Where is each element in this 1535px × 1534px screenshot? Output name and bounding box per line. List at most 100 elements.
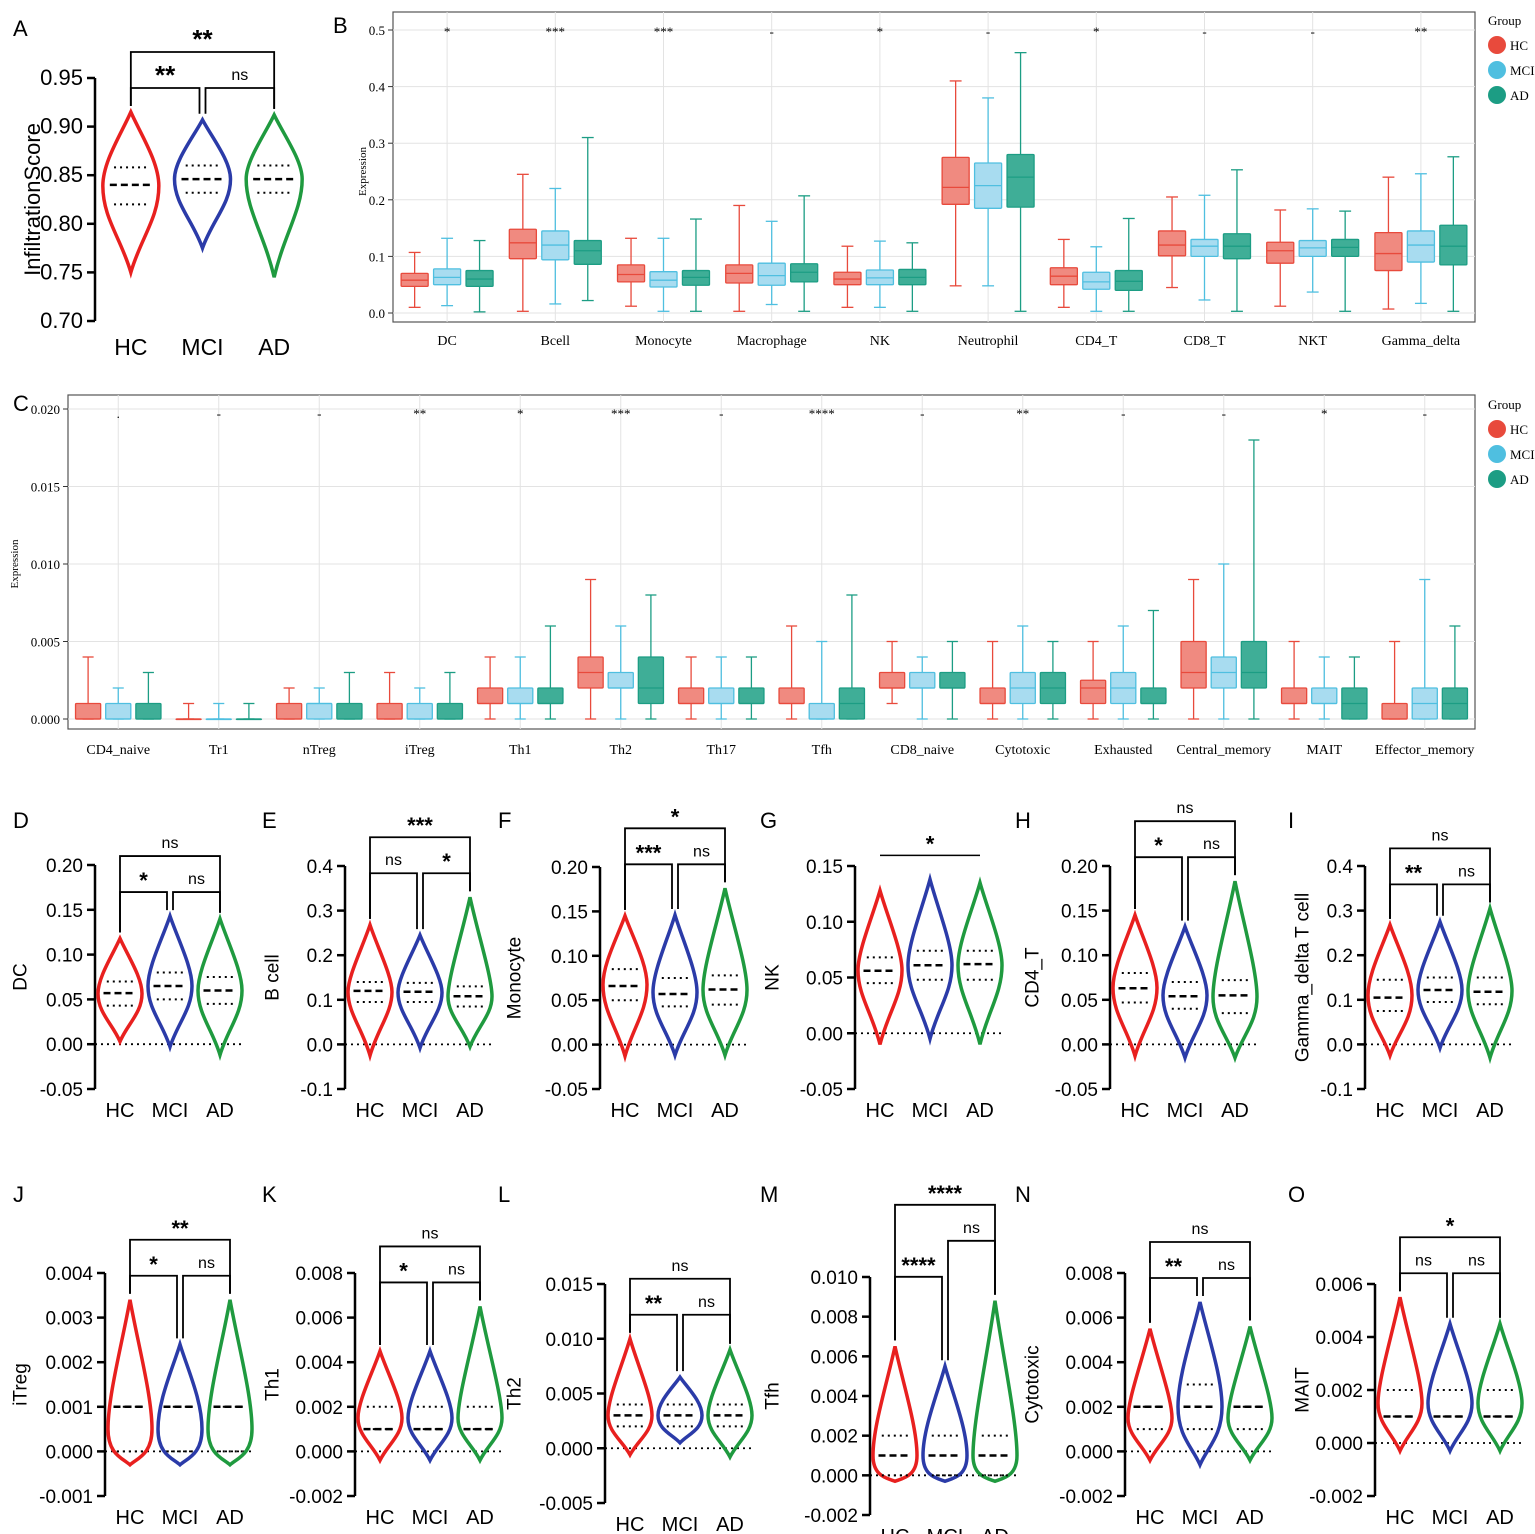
violin-panel-m: M -0.002 0.000 0.002 0.004 0.006 0.008 0.010 Tfh… <box>760 1181 1020 1534</box>
y-tick-label: 0.006 <box>1315 1275 1363 1296</box>
y-tick-label: 0.1 <box>1327 991 1353 1012</box>
x-tick-label: AD <box>1221 1100 1249 1122</box>
sig-label: ns <box>672 1258 689 1275</box>
x-tick-label: MCI <box>1422 1100 1459 1122</box>
y-tick-label: 0.000 <box>1315 1434 1363 1455</box>
y-tick-label: 0.2 <box>307 946 333 967</box>
x-tick-label: MCI <box>181 334 223 360</box>
panel-label: N <box>1015 1182 1031 1207</box>
violin-panel-k: K -0.002 0.000 0.002 0.004 0.006 0.008 Th1 HC MCI… <box>262 1182 505 1529</box>
y-tick-label: 0.15 <box>551 902 588 923</box>
sig-bracket <box>369 836 471 919</box>
box-hc <box>1374 231 1403 272</box>
sig-label: ns <box>385 852 402 869</box>
box-ad <box>573 239 602 265</box>
sig-label: * <box>926 831 935 856</box>
box-ad <box>1140 687 1167 705</box>
x-tick-label: AD <box>711 1100 739 1122</box>
violin-hc <box>1126 1328 1174 1465</box>
sig-bracket <box>1389 847 1491 919</box>
y-tick-label: 0.4 <box>1327 857 1354 878</box>
sig-label: * <box>1154 833 1163 858</box>
violin-mci <box>1161 921 1209 1064</box>
y-tick-label: 0.004 <box>295 1353 343 1374</box>
violin-mci <box>146 910 194 1053</box>
panel-label: I <box>1288 808 1294 833</box>
y-tick-label: 0.000 <box>545 1439 593 1460</box>
legend-title: Group <box>1488 13 1521 28</box>
violin-mci <box>1416 916 1464 1054</box>
y-tick-label: 0.003 <box>45 1309 93 1330</box>
legend-marker-hc <box>1488 420 1506 438</box>
violin-panel-h: H -0.05 0.00 0.05 0.10 0.15 0.20 CD4_T HC MCI AD * n… <box>1015 800 1260 1122</box>
sig-label: ** <box>192 24 213 54</box>
y-tick-label: 0.70 <box>40 308 83 333</box>
y-tick-label: 0.002 <box>45 1353 93 1374</box>
y-tick-label: 0.002 <box>1065 1398 1113 1419</box>
sig-label: ns <box>231 67 248 84</box>
y-tick-label: 0.008 <box>810 1308 858 1329</box>
sig-label: ns <box>698 1294 715 1311</box>
panel-label: O <box>1288 1182 1305 1207</box>
y-axis-label: Tfh <box>762 1382 783 1409</box>
y-tick-label: 0.008 <box>295 1264 343 1285</box>
legend-label-hc: HC <box>1510 38 1528 53</box>
sig-bracket <box>129 51 276 109</box>
x-tick-label: AD <box>456 1100 484 1122</box>
y-tick-label: 0.5 <box>369 23 385 38</box>
box-hc <box>275 702 303 720</box>
x-tick-label: MCI <box>657 1100 694 1122</box>
y-axis-label: NK <box>762 964 783 991</box>
y-tick-label: 0.15 <box>46 901 83 922</box>
x-tick-label: AD <box>981 1526 1009 1534</box>
y-axis-label: Gamma_delta T cell <box>1292 893 1313 1062</box>
sig-label: ns <box>198 1255 215 1272</box>
box-hc <box>1280 687 1308 705</box>
y-tick-label: -0.002 <box>1059 1487 1113 1508</box>
x-tick-label: Exhausted <box>1094 743 1152 758</box>
y-tick-label: -0.05 <box>40 1080 83 1101</box>
y-axis-label: Th1 <box>262 1368 283 1401</box>
x-tick-label: HC <box>1121 1100 1150 1122</box>
sig-label: * <box>671 804 680 829</box>
violin-hc <box>346 919 394 1062</box>
y-axis-label: iTreg <box>10 1363 31 1406</box>
violin-panel-j: J -0.001 0.000 0.001 0.002 0.003 0.004 iTreg HC M… <box>10 1182 255 1529</box>
sig-label: * <box>149 1252 158 1277</box>
violin-ad <box>446 896 494 1052</box>
y-tick-label: -0.05 <box>1055 1080 1098 1101</box>
sig-label: ns <box>1415 1252 1432 1269</box>
y-tick-label: 0.05 <box>46 990 83 1011</box>
sig-label: **** <box>928 1181 963 1206</box>
sig-label: - <box>770 24 774 39</box>
y-tick-label: -0.002 <box>289 1487 343 1508</box>
x-tick-label: Effector_memory <box>1375 743 1474 758</box>
panel-label: J <box>13 1182 24 1207</box>
sig-label: * <box>139 868 148 893</box>
y-tick-label: 0.000 <box>31 712 60 727</box>
x-tick-label: Tr1 <box>209 743 229 758</box>
x-tick-label: NKT <box>1298 334 1327 349</box>
violin-panel-n: N -0.002 0.000 0.002 0.004 0.006 0.008 Cytotoxi… <box>1015 1182 1275 1529</box>
box-hc <box>1266 241 1295 264</box>
y-tick-label: 0.15 <box>1061 902 1098 923</box>
x-tick-label: CD8_T <box>1184 334 1226 349</box>
sig-label: ** <box>171 1216 189 1241</box>
y-tick-label: 0.004 <box>45 1264 93 1285</box>
box-mci <box>757 262 786 286</box>
y-tick-label: 0.4 <box>369 80 386 95</box>
y-axis-label: B cell <box>262 954 283 1000</box>
y-axis-label: Expression <box>357 147 369 196</box>
box-mci <box>909 671 936 689</box>
y-tick-label: -0.005 <box>539 1494 593 1515</box>
sig-label: - <box>1202 24 1206 39</box>
legend-label-ad: AD <box>1510 472 1529 487</box>
y-tick-label: 0.000 <box>45 1442 93 1463</box>
y-tick-label: 0.3 <box>307 902 333 923</box>
y-tick-label: 0.000 <box>1065 1442 1113 1463</box>
y-tick-label: 0.004 <box>810 1387 858 1408</box>
x-tick-label: MCI <box>912 1100 949 1122</box>
sig-bracket <box>379 1245 481 1346</box>
x-tick-label: AD <box>1486 1507 1514 1529</box>
